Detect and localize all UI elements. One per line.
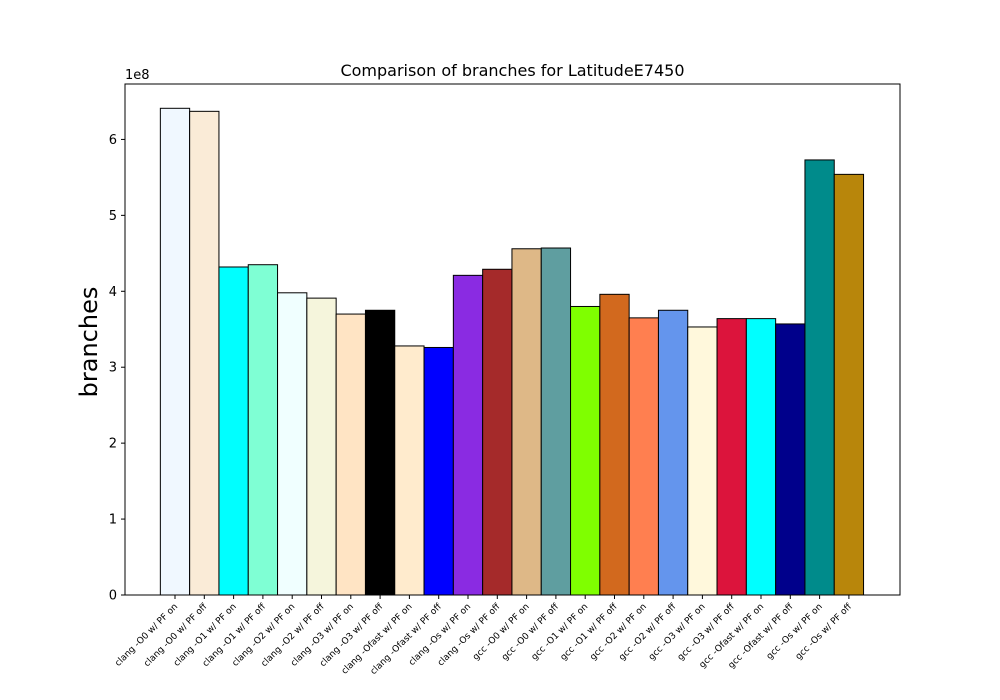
bar (364, 309, 396, 596)
y-axis-scale-label: 1e8 (125, 68, 150, 83)
y-tick-label: 2 (109, 437, 117, 452)
bar (394, 345, 425, 596)
bars-group (159, 107, 865, 596)
bar (687, 326, 718, 596)
bar (423, 346, 454, 596)
bar (657, 309, 689, 596)
y-tick-label: 6 (109, 133, 117, 148)
bar (833, 173, 865, 596)
bar (452, 274, 484, 596)
y-tick-label: 4 (109, 285, 117, 300)
bar (775, 323, 806, 596)
y-tick-label: 0 (109, 589, 117, 604)
bar (189, 110, 220, 596)
bar (277, 292, 308, 596)
bar (804, 159, 835, 596)
bar (540, 247, 572, 596)
bar (335, 313, 366, 596)
bar (511, 248, 542, 596)
bar (218, 266, 249, 596)
bar (716, 318, 747, 596)
bar (247, 264, 279, 596)
y-tick-label: 3 (109, 361, 117, 376)
bar (599, 293, 630, 596)
chart-title: Comparison of branches for LatitudeE7450 (340, 61, 684, 80)
bar (628, 317, 659, 596)
plot-area-frame (124, 83, 901, 596)
y-axis-ticks: 0 1 2 3 4 5 6 (109, 133, 125, 604)
bar (482, 268, 513, 596)
bar (570, 305, 601, 596)
y-axis-label: branches (75, 287, 103, 398)
y-tick-label: 1 (109, 513, 117, 528)
bar (745, 318, 777, 596)
bar (159, 107, 191, 596)
bar (306, 297, 337, 596)
y-tick-label: 5 (109, 209, 117, 224)
